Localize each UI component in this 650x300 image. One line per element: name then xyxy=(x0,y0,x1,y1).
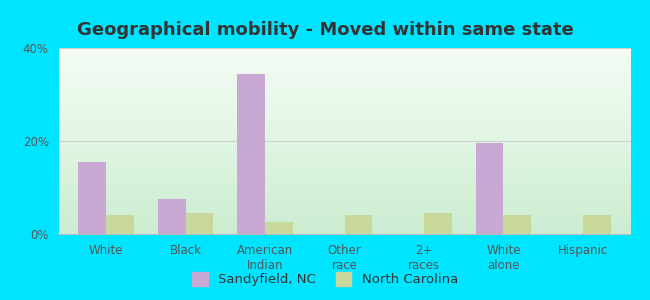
Bar xyxy=(424,213,452,234)
Bar xyxy=(106,215,134,234)
Bar xyxy=(583,215,610,234)
Bar xyxy=(237,74,265,234)
Text: Geographical mobility - Moved within same state: Geographical mobility - Moved within sam… xyxy=(77,21,573,39)
Bar xyxy=(158,199,186,234)
Bar xyxy=(79,162,106,234)
Legend: Sandyfield, NC, North Carolina: Sandyfield, NC, North Carolina xyxy=(188,268,462,290)
Bar xyxy=(476,143,503,234)
Bar xyxy=(503,215,531,234)
Bar xyxy=(344,215,372,234)
Bar xyxy=(186,213,213,234)
Bar xyxy=(265,222,293,234)
